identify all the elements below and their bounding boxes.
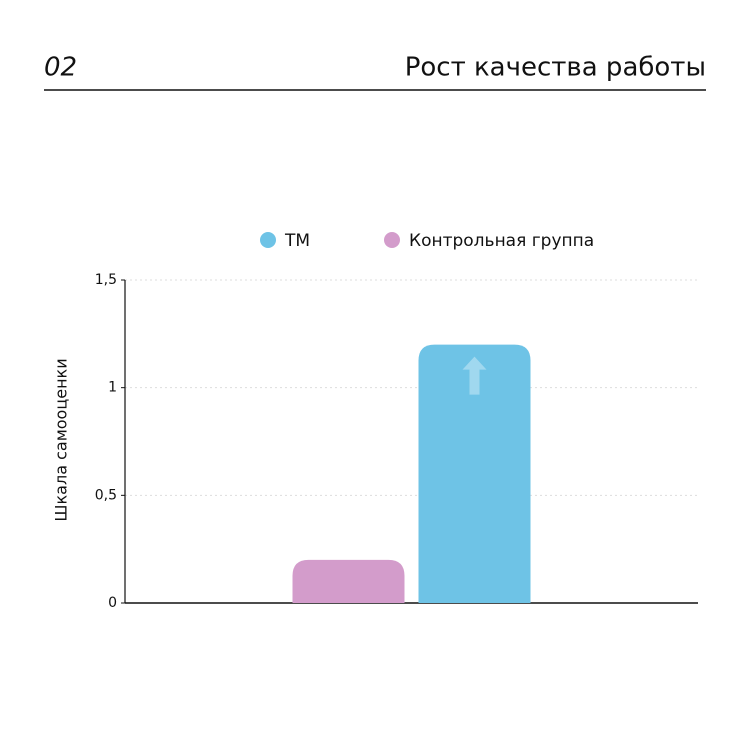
header-title: Рост качества работы	[405, 53, 706, 83]
header-number: 02	[44, 53, 77, 83]
legend-label: Контрольная группа	[409, 231, 594, 251]
legend-swatch	[384, 232, 400, 248]
y-tick-label: 0	[108, 595, 117, 611]
y-tick-label: 0,5	[95, 487, 117, 503]
y-tick-label: 1,5	[95, 272, 117, 288]
legend-label: ТМ	[284, 231, 310, 251]
y-axis-label: Шкала самооценки	[52, 358, 71, 521]
bar	[292, 559, 405, 603]
y-tick-label: 1	[108, 380, 117, 396]
arrow-icon	[462, 356, 487, 395]
bar	[418, 344, 531, 603]
legend-swatch	[260, 232, 276, 248]
